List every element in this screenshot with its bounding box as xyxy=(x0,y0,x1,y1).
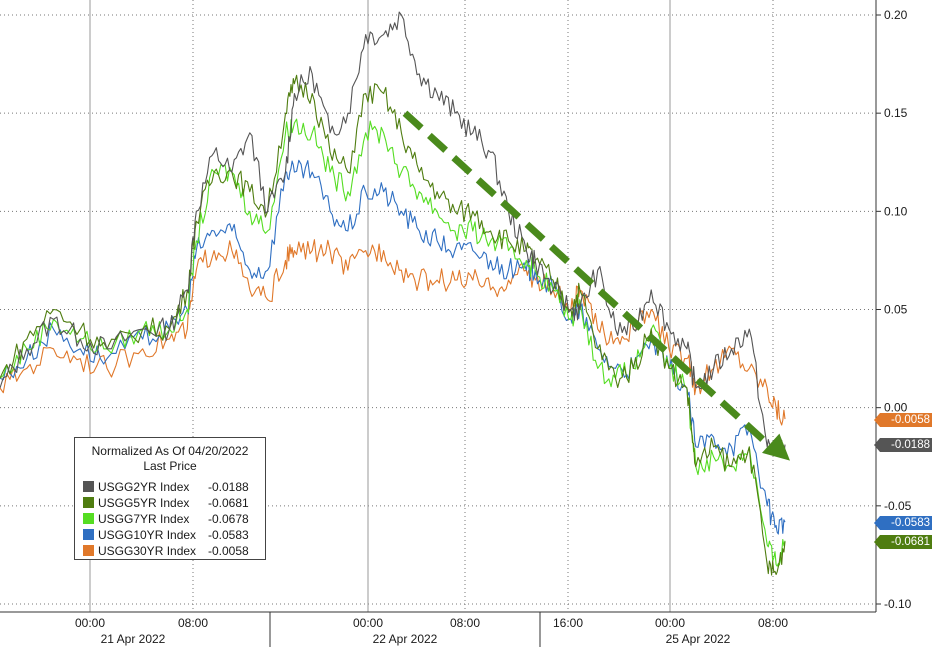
x-date-label: 25 Apr 2022 xyxy=(666,632,731,646)
legend-entry: USGG30YR Index -0.0058 xyxy=(83,544,249,559)
x-tick-label: 00:00 xyxy=(655,616,685,630)
series-line-usgg2yr xyxy=(0,11,786,457)
trend-arrow-shaft xyxy=(402,110,777,453)
legend-swatch xyxy=(83,545,94,556)
x-date-label: 22 Apr 2022 xyxy=(373,632,438,646)
y-tick-label: 0.15 xyxy=(884,106,908,120)
series-layer xyxy=(0,11,786,576)
axes: 0.20 0.15 0.10 0.05 0.00 -0.05 -0.10 00:00 08:00… xyxy=(0,0,912,647)
trend-arrow-head xyxy=(761,433,790,461)
x-tick-label: 00:00 xyxy=(353,616,383,630)
legend-swatch xyxy=(83,497,94,508)
series-line-usgg10yr xyxy=(0,159,786,535)
y-tick-label: 0.20 xyxy=(884,8,908,22)
legend: Normalized As Of 04/20/2022 Last Price U… xyxy=(74,437,266,560)
legend-series-value: -0.0678 xyxy=(208,512,249,526)
legend-subtitle: Last Price xyxy=(143,459,197,473)
legend-series-name: USGG10YR Index xyxy=(98,528,197,542)
last-value-tag: -0.0583 xyxy=(874,516,932,530)
x-date-label: 21 Apr 2022 xyxy=(101,632,166,646)
legend-title: Normalized As Of 04/20/2022 xyxy=(91,444,249,458)
y-tick-label: 0.00 xyxy=(884,401,908,415)
x-tick-label: 08:00 xyxy=(450,616,480,630)
y-tick-label: -0.05 xyxy=(884,499,912,513)
legend-series-value: -0.0188 xyxy=(208,480,249,494)
x-tick-label: 00:00 xyxy=(75,616,105,630)
legend-swatch xyxy=(83,529,94,540)
legend-swatch xyxy=(83,481,94,492)
legend-series-name: USGG2YR Index xyxy=(98,480,190,494)
x-tick-label: 16:00 xyxy=(553,616,583,630)
last-value-tag: -0.0188 xyxy=(874,438,932,452)
legend-series-value: -0.0058 xyxy=(208,544,249,558)
legend-swatch xyxy=(83,513,94,524)
last-value-tag: -0.0058 xyxy=(874,413,932,427)
legend-series-value: -0.0583 xyxy=(208,528,249,542)
legend-series-name: USGG7YR Index xyxy=(98,512,190,526)
y-tick-label: 0.05 xyxy=(884,303,908,317)
legend-series-value: -0.0681 xyxy=(208,496,249,510)
legend-entry: USGG10YR Index -0.0583 xyxy=(83,528,249,543)
legend-series-name: USGG30YR Index xyxy=(98,544,197,558)
y-tick-label: -0.10 xyxy=(884,597,912,611)
legend-entry: USGG5YR Index -0.0681 xyxy=(83,496,249,511)
x-tick-label: 08:00 xyxy=(758,616,788,630)
legend-entry: USGG2YR Index -0.0188 xyxy=(83,480,249,495)
x-tick-label: 08:00 xyxy=(178,616,208,630)
series-line-usgg30yr xyxy=(0,239,786,426)
legend-series-name: USGG5YR Index xyxy=(98,496,190,510)
trend-arrow xyxy=(402,110,790,461)
last-value-tag: -0.0681 xyxy=(874,535,932,549)
y-tick-label: 0.10 xyxy=(884,204,908,218)
legend-entry: USGG7YR Index -0.0678 xyxy=(83,512,249,527)
